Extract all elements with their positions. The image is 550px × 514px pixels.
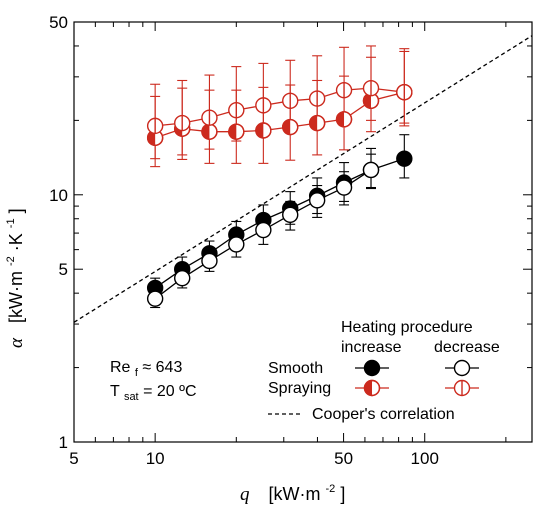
annotation-t-sub: sat (124, 391, 139, 403)
x-axis-symbol: q (240, 484, 250, 505)
legend-markers (355, 359, 479, 397)
y-tick-label: 1 (59, 433, 68, 452)
legend-smooth-increase-marker (363, 359, 381, 377)
data-point (201, 252, 218, 270)
data-point (255, 122, 272, 139)
plot-frame (73, 21, 533, 443)
data-point (255, 97, 272, 114)
data-point (308, 114, 326, 132)
data-point (308, 90, 326, 107)
annotation-re: Re f ≈ 643 (110, 359, 182, 380)
series-markers-spraying-decrease (146, 79, 413, 135)
series-line-smooth-increase (154, 158, 405, 289)
x-axis-unit-exp: -2 (326, 483, 336, 495)
data-point (335, 111, 353, 128)
annotation-t-base: T (110, 383, 120, 400)
legend-smooth-increase (355, 359, 389, 377)
y-axis-label: α [kW·m -2 ·K -1 ] (0, 208, 27, 348)
data-point (228, 123, 245, 140)
legend-col-decrease: decrease (434, 339, 500, 356)
data-point (335, 179, 353, 196)
data-point (255, 221, 272, 239)
legend-smooth-decrease-marker (453, 359, 471, 377)
data-point (174, 114, 191, 132)
series-line-spraying-increase (154, 91, 405, 139)
data-point (335, 81, 353, 99)
data-point (174, 269, 191, 287)
data-point (282, 206, 299, 223)
series-layer (146, 45, 413, 309)
y-tick-label: 50 (49, 13, 68, 32)
x-axis-unit-close: ] (340, 484, 345, 504)
data-point (396, 150, 413, 167)
legend-spraying-increase (355, 379, 389, 397)
x-axis-unit-open: [kW·m (269, 484, 321, 504)
data-point (228, 236, 245, 253)
series-spraying-increase (150, 50, 410, 168)
data-point (146, 117, 164, 135)
data-point (146, 290, 164, 307)
y-tick-label: 10 (49, 186, 68, 205)
legend-spraying-increase-marker (363, 379, 381, 397)
legend-spraying-decrease (445, 379, 479, 397)
annotation-t-rest: = 20 ºC (143, 383, 196, 400)
y-tick-label: 5 (59, 260, 68, 279)
x-tick-label: 10 (146, 449, 165, 468)
data-point (282, 118, 299, 136)
legend-cooper-label: Cooper's correlation (312, 406, 455, 423)
legend-spraying-decrease-marker (453, 379, 471, 397)
series-line-spraying-decrease (155, 87, 405, 127)
annotation-tsat: T sat = 20 ºC (110, 383, 197, 404)
cooper-correlation-line (74, 35, 532, 323)
legend-title: Heating procedure (341, 319, 473, 336)
data-point (362, 92, 380, 109)
legend-row-smooth: Smooth (268, 360, 323, 377)
data-point (201, 123, 218, 140)
x-tick-label: 100 (411, 449, 439, 468)
y-axis-unit-exp2: -1 (5, 218, 17, 228)
axis-ticks (73, 21, 532, 443)
legend-col-increase: increase (341, 339, 402, 356)
annotation-re-base: Re (110, 359, 131, 376)
y-axis-unit-open: [kW·m (6, 271, 26, 323)
data-point (201, 109, 218, 126)
y-axis-unit-mid: ·K (6, 233, 26, 251)
x-axis-label: q [kW·m -2 ] (240, 476, 345, 505)
x-tick-label: 5 (69, 449, 78, 468)
data-point (362, 79, 380, 97)
y-axis-symbol: α (6, 337, 27, 348)
data-point (282, 92, 299, 109)
y-axis-unit-close: ] (6, 208, 26, 213)
y-axis-unit-exp1: -2 (5, 256, 17, 266)
x-tick-label: 50 (334, 449, 353, 468)
data-point (362, 161, 380, 179)
legend-row-spraying: Spraying (268, 380, 331, 397)
legend-smooth-decrease (445, 359, 479, 377)
annotation-re-rest: ≈ 643 (142, 359, 182, 376)
legend: Heating procedure increase decrease Smoo… (268, 319, 500, 423)
annotation-re-sub: f (135, 367, 139, 379)
data-point (228, 101, 245, 119)
data-point (396, 84, 413, 101)
series-markers-smooth-decrease (146, 161, 380, 307)
data-point (308, 192, 326, 209)
